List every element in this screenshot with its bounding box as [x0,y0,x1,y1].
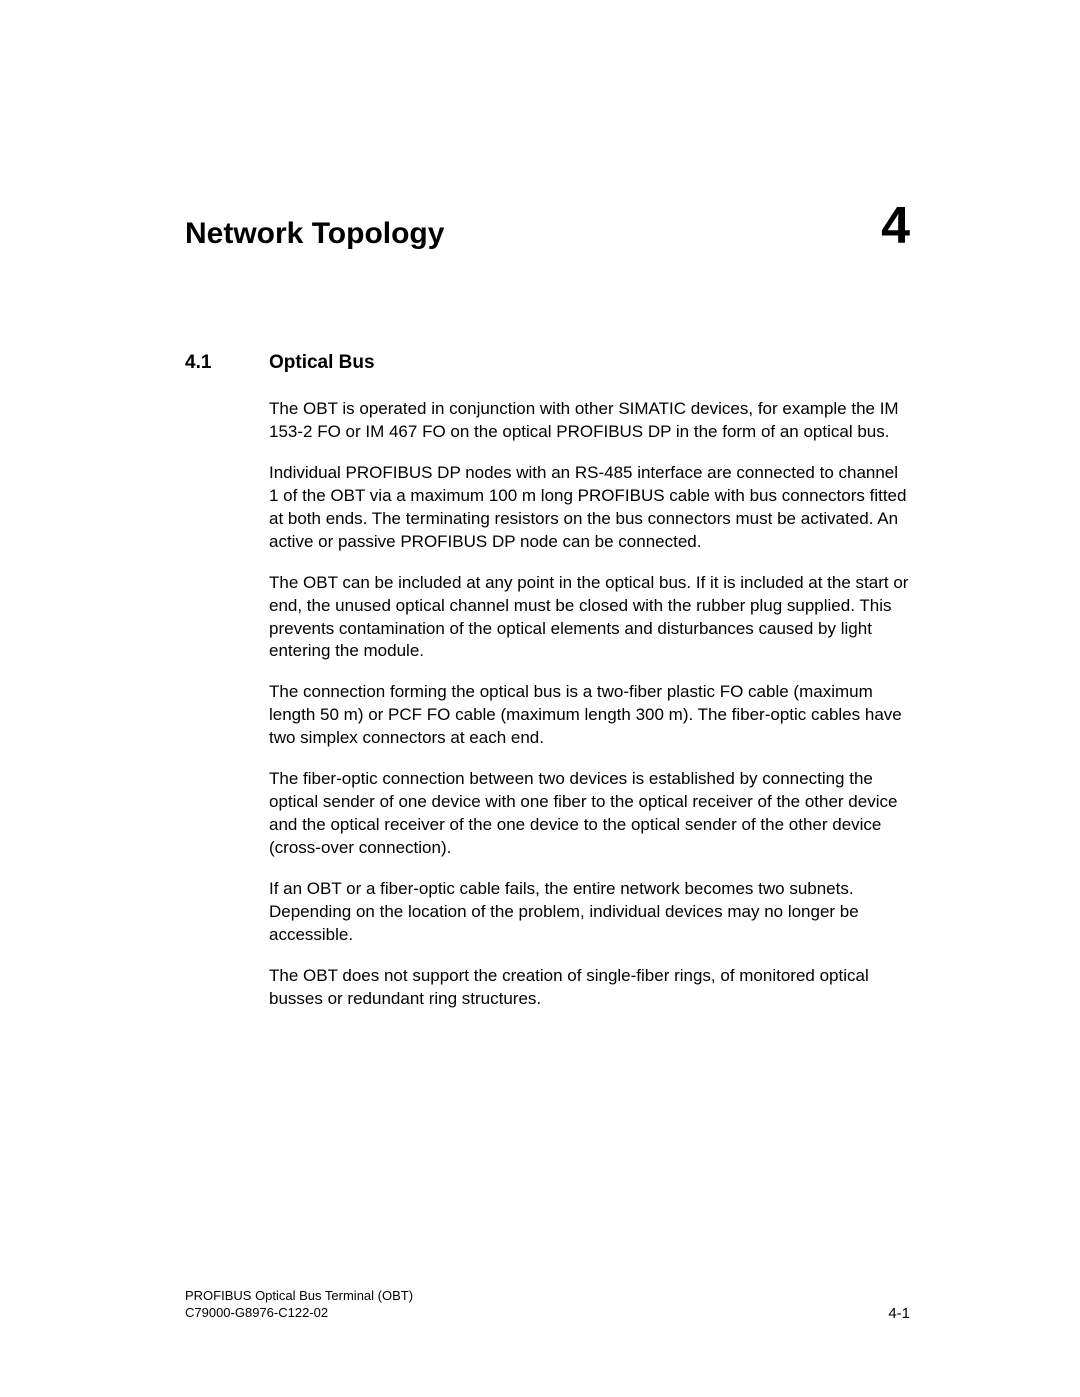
chapter-title: Network Topology [185,217,444,251]
page-footer: PROFIBUS Optical Bus Terminal (OBT) C790… [185,1287,910,1322]
paragraph: The connection forming the optical bus i… [269,681,910,750]
paragraph: The fiber-optic connection between two d… [269,768,910,860]
footer-doc-id: C79000-G8976-C122-02 [185,1304,413,1322]
paragraph: Individual PROFIBUS DP nodes with an RS-… [269,462,910,554]
paragraph: The OBT does not support the creation of… [269,965,910,1011]
section-number: 4.1 [185,352,269,374]
paragraph: If an OBT or a fiber-optic cable fails, … [269,878,910,947]
chapter-header: Network Topology 4 [185,200,910,252]
footer-page-number: 4-1 [888,1305,910,1322]
footer-left: PROFIBUS Optical Bus Terminal (OBT) C790… [185,1287,413,1322]
section-header: 4.1 Optical Bus [185,352,910,374]
paragraph: The OBT can be included at any point in … [269,572,910,664]
section-title: Optical Bus [269,352,375,374]
chapter-number: 4 [881,200,910,252]
paragraph: The OBT is operated in conjunction with … [269,398,910,444]
footer-doc-title: PROFIBUS Optical Bus Terminal (OBT) [185,1287,413,1305]
page: Network Topology 4 4.1 Optical Bus The O… [0,0,1080,1397]
body-text: The OBT is operated in conjunction with … [269,398,910,1011]
